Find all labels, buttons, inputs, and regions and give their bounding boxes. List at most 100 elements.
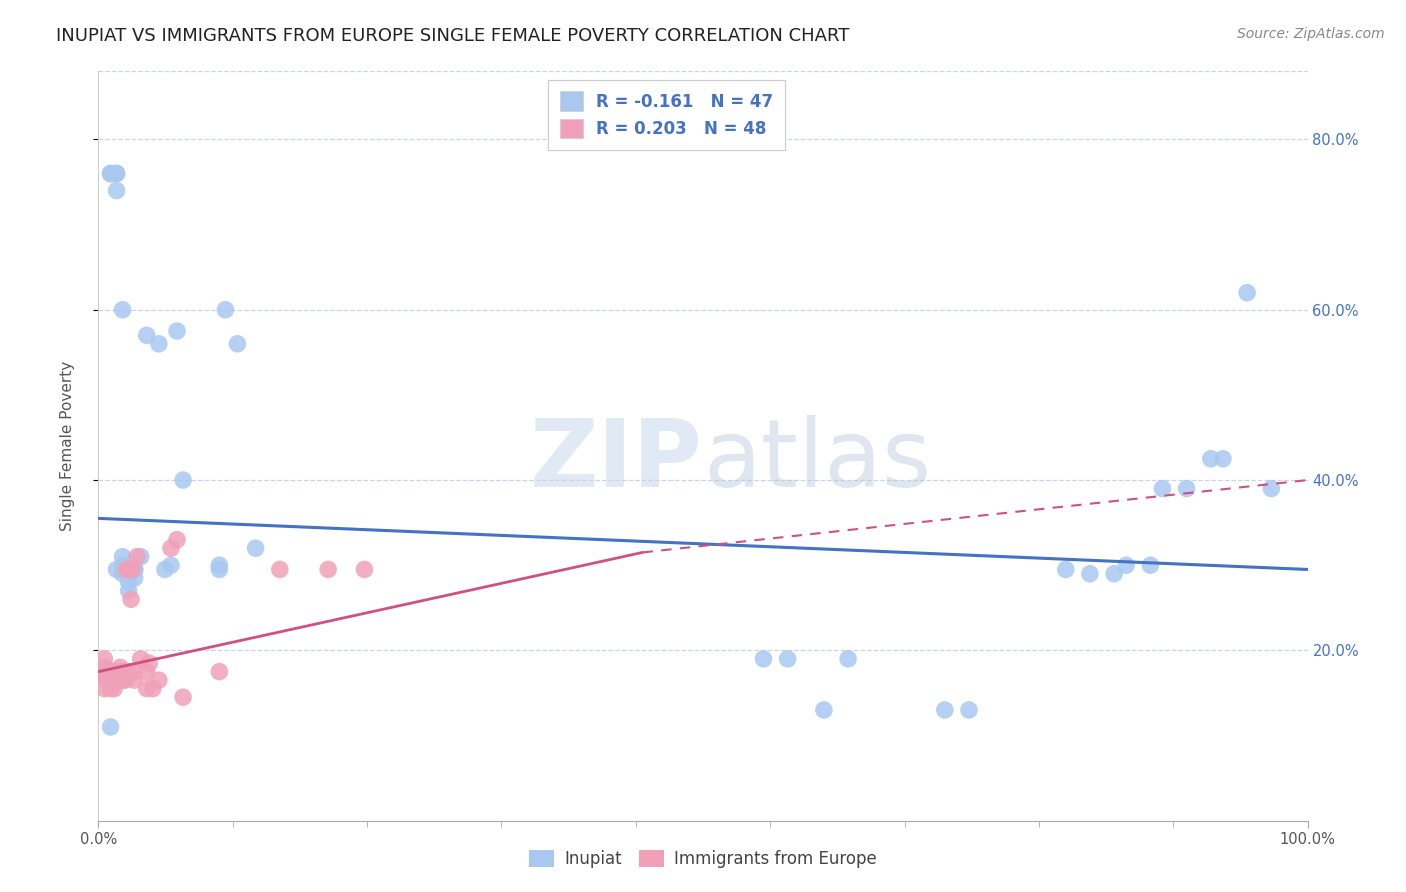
Point — [129, 652, 152, 666]
Point — [124, 665, 146, 679]
Point — [1212, 451, 1234, 466]
Point — [226, 336, 249, 351]
Point — [1078, 566, 1101, 581]
Point — [124, 673, 146, 688]
Point — [1139, 558, 1161, 573]
Point — [111, 558, 134, 573]
Point — [104, 673, 127, 688]
Point — [934, 703, 956, 717]
Point — [269, 562, 291, 576]
Point — [111, 562, 134, 576]
Point — [118, 665, 141, 679]
Y-axis label: Single Female Poverty: Single Female Poverty — [60, 361, 75, 531]
Point — [112, 665, 135, 679]
Point — [110, 673, 132, 688]
Point — [93, 681, 115, 696]
Legend: Inupiat, Immigrants from Europe: Inupiat, Immigrants from Europe — [523, 843, 883, 875]
Point — [100, 665, 122, 679]
Point — [752, 652, 775, 666]
Point — [208, 558, 231, 573]
Point — [172, 690, 194, 705]
Point — [138, 656, 160, 670]
Point — [120, 592, 142, 607]
Point — [114, 673, 136, 688]
Point — [93, 652, 115, 666]
Point — [103, 673, 125, 688]
Point — [245, 541, 267, 556]
Point — [118, 562, 141, 576]
Point — [1054, 562, 1077, 576]
Point — [1152, 482, 1174, 496]
Point — [118, 583, 141, 598]
Text: atlas: atlas — [703, 415, 931, 507]
Point — [101, 665, 124, 679]
Point — [111, 566, 134, 581]
Point — [111, 673, 134, 688]
Point — [100, 681, 122, 696]
Point — [108, 660, 131, 674]
Point — [135, 328, 157, 343]
Point — [1115, 558, 1137, 573]
Point — [111, 302, 134, 317]
Point — [1102, 566, 1125, 581]
Text: ZIP: ZIP — [530, 415, 703, 507]
Point — [135, 681, 157, 696]
Point — [148, 336, 170, 351]
Point — [97, 665, 120, 679]
Point — [124, 562, 146, 576]
Point — [127, 549, 149, 564]
Point — [166, 324, 188, 338]
Point — [1260, 482, 1282, 496]
Point — [214, 302, 236, 317]
Point — [98, 673, 121, 688]
Point — [111, 665, 134, 679]
Point — [93, 669, 115, 683]
Point — [93, 660, 115, 674]
Point — [100, 673, 122, 688]
Point — [957, 703, 980, 717]
Point — [105, 665, 128, 679]
Point — [142, 681, 165, 696]
Point — [108, 673, 131, 688]
Point — [107, 665, 129, 679]
Point — [105, 562, 128, 576]
Point — [148, 673, 170, 688]
Point — [813, 703, 835, 717]
Point — [166, 533, 188, 547]
Point — [105, 167, 128, 181]
Point — [118, 575, 141, 590]
Point — [172, 473, 194, 487]
Point — [105, 669, 128, 683]
Point — [353, 562, 375, 576]
Point — [153, 562, 176, 576]
Legend: R = -0.161   N = 47, R = 0.203   N = 48: R = -0.161 N = 47, R = 0.203 N = 48 — [548, 79, 786, 150]
Point — [129, 549, 152, 564]
Point — [160, 541, 183, 556]
Point — [135, 665, 157, 679]
Point — [316, 562, 339, 576]
Point — [100, 167, 122, 181]
Point — [108, 665, 131, 679]
Point — [93, 665, 115, 679]
Text: INUPIAT VS IMMIGRANTS FROM EUROPE SINGLE FEMALE POVERTY CORRELATION CHART: INUPIAT VS IMMIGRANTS FROM EUROPE SINGLE… — [56, 27, 849, 45]
Point — [105, 184, 128, 198]
Point — [1175, 482, 1198, 496]
Point — [118, 562, 141, 576]
Point — [103, 681, 125, 696]
Point — [124, 571, 146, 585]
Point — [124, 562, 146, 576]
Point — [160, 558, 183, 573]
Point — [1236, 285, 1258, 300]
Point — [776, 652, 799, 666]
Point — [837, 652, 859, 666]
Point — [115, 562, 138, 576]
Point — [208, 562, 231, 576]
Point — [96, 673, 118, 688]
Point — [107, 673, 129, 688]
Point — [100, 720, 122, 734]
Point — [111, 549, 134, 564]
Point — [121, 562, 143, 576]
Point — [1199, 451, 1222, 466]
Point — [105, 167, 128, 181]
Text: Source: ZipAtlas.com: Source: ZipAtlas.com — [1237, 27, 1385, 41]
